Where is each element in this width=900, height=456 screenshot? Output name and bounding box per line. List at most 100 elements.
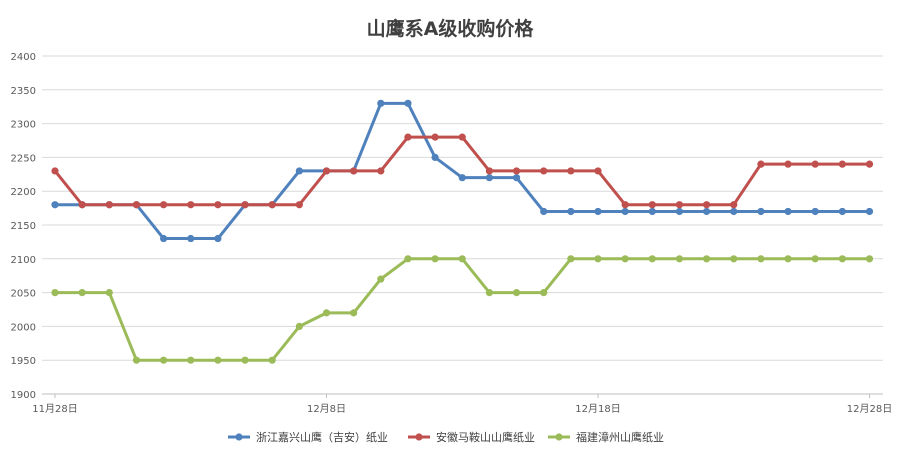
data-point-series-2	[567, 167, 575, 175]
data-point-series-1	[784, 207, 792, 216]
data-point-series-3	[485, 289, 493, 297]
x-tick-label: 12月28日	[847, 403, 892, 415]
data-point-series-3	[594, 255, 602, 263]
data-point-series-2	[78, 201, 86, 209]
y-tick-label: 2150	[11, 221, 36, 232]
data-point-series-2	[160, 201, 168, 209]
data-point-series-1	[214, 234, 222, 243]
data-point-series-3	[187, 356, 195, 364]
data-point-series-3	[322, 309, 331, 317]
data-point-series-1	[512, 174, 521, 182]
y-tick-label: 1950	[11, 356, 36, 367]
data-point-series-2	[268, 201, 276, 209]
data-point-series-1	[648, 207, 656, 216]
data-point-series-1	[621, 207, 629, 216]
data-point-series-2	[105, 201, 113, 209]
data-point-series-3	[160, 356, 168, 364]
data-point-series-3	[567, 255, 575, 263]
data-point-series-2	[730, 201, 738, 209]
data-point-series-1	[540, 207, 548, 216]
data-point-series-3	[757, 255, 765, 263]
data-point-series-3	[404, 255, 412, 263]
data-point-series-1	[594, 207, 602, 216]
data-point-series-2	[322, 167, 331, 175]
data-point-series-1	[757, 207, 765, 216]
data-point-series-3	[675, 255, 684, 263]
data-point-series-1	[838, 207, 846, 216]
data-point-series-1	[865, 207, 874, 216]
data-point-series-2	[350, 167, 358, 175]
data-point-series-1	[458, 174, 466, 182]
data-point-series-1	[404, 99, 412, 107]
data-point-series-2	[404, 133, 412, 141]
y-tick-label: 2000	[11, 322, 36, 333]
data-point-series-2	[703, 201, 711, 209]
data-point-series-1	[703, 207, 711, 216]
data-point-series-2	[241, 201, 249, 209]
data-point-series-3	[540, 289, 548, 297]
legend-marker-1	[235, 433, 243, 441]
legend-label-1: 浙江嘉兴山鹰（吉安）纸业	[256, 430, 388, 444]
legend-label-2: 安徽马鞍山山鹰纸业	[436, 430, 535, 444]
data-point-series-1	[377, 99, 385, 107]
chart-title: 山鹰系A级收购价格	[366, 18, 534, 40]
y-tick-label: 1900	[11, 390, 36, 401]
data-point-series-3	[431, 255, 439, 263]
data-point-series-3	[377, 275, 385, 283]
data-point-series-2	[214, 201, 222, 209]
series-line-3	[53, 257, 871, 362]
x-tick-label: 11月28日	[32, 403, 77, 415]
x-tick-label: 12月8日	[307, 403, 346, 415]
data-point-series-3	[214, 356, 222, 364]
y-tick-label: 2200	[11, 187, 36, 198]
data-point-series-3	[51, 289, 59, 297]
data-point-series-2	[675, 201, 684, 209]
y-tick-label: 2250	[11, 153, 36, 164]
y-tick-label: 2300	[11, 120, 36, 131]
data-point-series-1	[675, 207, 684, 216]
data-point-series-3	[784, 255, 792, 263]
data-point-series-3	[105, 289, 113, 297]
data-point-series-2	[594, 167, 602, 175]
data-point-series-3	[838, 255, 846, 263]
data-point-series-2	[621, 201, 629, 209]
legend-marker-2	[415, 433, 423, 441]
data-point-series-3	[458, 255, 466, 263]
data-point-series-2	[187, 201, 195, 209]
data-point-series-2	[648, 201, 656, 209]
data-point-series-3	[132, 356, 141, 364]
data-point-series-2	[838, 160, 846, 168]
data-point-series-2	[377, 167, 385, 175]
data-point-series-2	[757, 160, 765, 168]
data-point-series-1	[187, 234, 195, 243]
data-point-series-1	[730, 207, 738, 216]
y-tick-label: 2050	[11, 289, 36, 300]
data-point-series-2	[512, 167, 521, 175]
series-line-2	[53, 135, 871, 207]
data-point-series-2	[865, 160, 874, 168]
data-point-series-2	[295, 201, 303, 209]
y-tick-label: 2100	[11, 255, 36, 266]
data-point-series-1	[295, 167, 303, 175]
data-point-series-3	[703, 255, 711, 263]
data-point-series-3	[865, 255, 874, 263]
y-tick-label: 2400	[11, 52, 36, 63]
data-point-series-1	[160, 234, 168, 243]
data-point-series-2	[51, 167, 59, 175]
y-tick-label: 2350	[11, 86, 36, 97]
data-point-series-3	[811, 255, 819, 263]
data-point-series-2	[458, 133, 466, 141]
data-point-series-3	[512, 289, 521, 297]
data-point-series-3	[648, 255, 656, 263]
data-point-series-1	[811, 207, 819, 216]
data-point-series-1	[567, 207, 575, 216]
data-point-series-3	[621, 255, 629, 263]
data-point-series-3	[241, 356, 249, 364]
data-point-series-3	[295, 322, 303, 330]
data-point-series-3	[350, 309, 358, 317]
data-point-series-2	[485, 167, 493, 175]
data-point-series-3	[730, 255, 738, 263]
data-point-series-1	[51, 201, 59, 209]
